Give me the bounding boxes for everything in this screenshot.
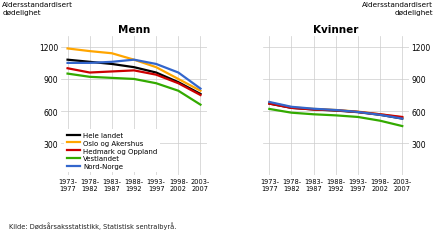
Title: Kvinner: Kvinner	[312, 25, 358, 35]
Title: Menn: Menn	[118, 25, 150, 35]
Text: Kilde: Dødsårsaksstatistikk, Statistisk sentralbyrå.: Kilde: Dødsårsaksstatistikk, Statistisk …	[9, 221, 176, 229]
Text: Aldersstandardisert
dødelighet: Aldersstandardisert dødelighet	[361, 2, 432, 16]
Text: Aldersstandardisert
dødelighet: Aldersstandardisert dødelighet	[2, 2, 73, 16]
Legend: Hele landet, Oslo og Akershus, Hedmark og Oppland, Vestlandet, Nord-Norge: Hele landet, Oslo og Akershus, Hedmark o…	[64, 130, 160, 172]
